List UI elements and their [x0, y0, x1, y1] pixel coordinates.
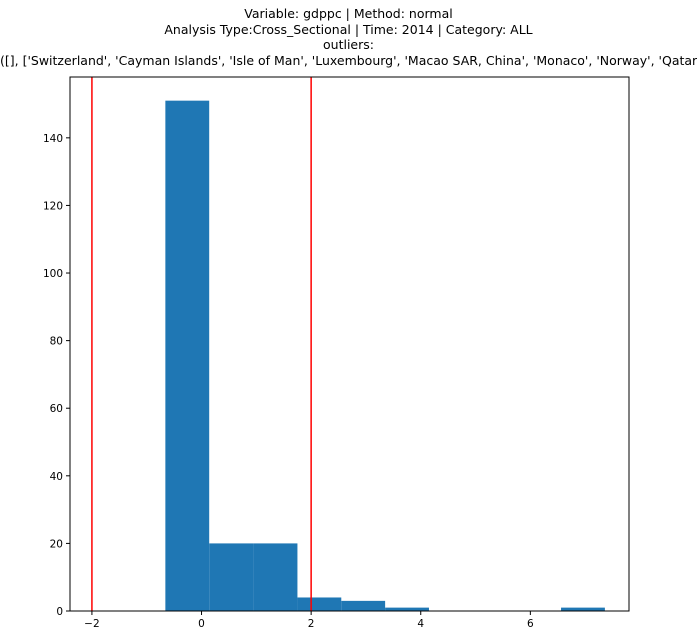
title-line-analysis: Analysis Type:Cross_Sectional | Time: 20…	[164, 21, 533, 37]
y-axis: 0 20 40 60 80 100 120 140	[43, 133, 70, 618]
y-tick-label-5: 100	[43, 268, 63, 280]
x-tick-label-0: −2	[84, 618, 99, 630]
y-tick-label-7: 140	[43, 133, 63, 145]
x-axis: −2 0 2 4 6	[84, 611, 534, 630]
y-tick-label-3: 60	[50, 403, 63, 415]
x-tick-label-1: 0	[198, 618, 205, 630]
histogram-bars	[165, 100, 605, 611]
title-line-outliers-list: ([], ['Switzerland', 'Cayman Islands', '…	[0, 52, 697, 68]
y-tick-label-4: 80	[50, 336, 63, 348]
x-tick-label-3: 4	[417, 618, 424, 630]
histogram-bar-5	[385, 607, 429, 611]
y-tick-label-0: 0	[56, 606, 63, 618]
x-tick-label-2: 2	[308, 618, 315, 630]
y-tick-label-2: 40	[50, 471, 63, 483]
x-tick-label-4: 6	[527, 618, 534, 630]
y-tick-label-6: 120	[43, 200, 63, 212]
title-line-outliers-label: outliers:	[323, 37, 374, 52]
histogram-bar-9	[561, 607, 605, 611]
threshold-lines	[91, 77, 312, 611]
title-line-variable: Variable: gdppc | Method: normal	[244, 6, 453, 21]
chart-title: Variable: gdppc | Method: normal Analysi…	[0, 6, 697, 68]
y-tick-label-1: 20	[50, 538, 63, 550]
plot-area-frame	[69, 76, 630, 612]
histogram-bar-0	[165, 100, 210, 611]
histogram-bar-1	[209, 543, 254, 611]
histogram-bar-3	[297, 597, 342, 611]
histogram-bar-4	[341, 600, 386, 611]
histogram-bar-2	[253, 543, 298, 611]
